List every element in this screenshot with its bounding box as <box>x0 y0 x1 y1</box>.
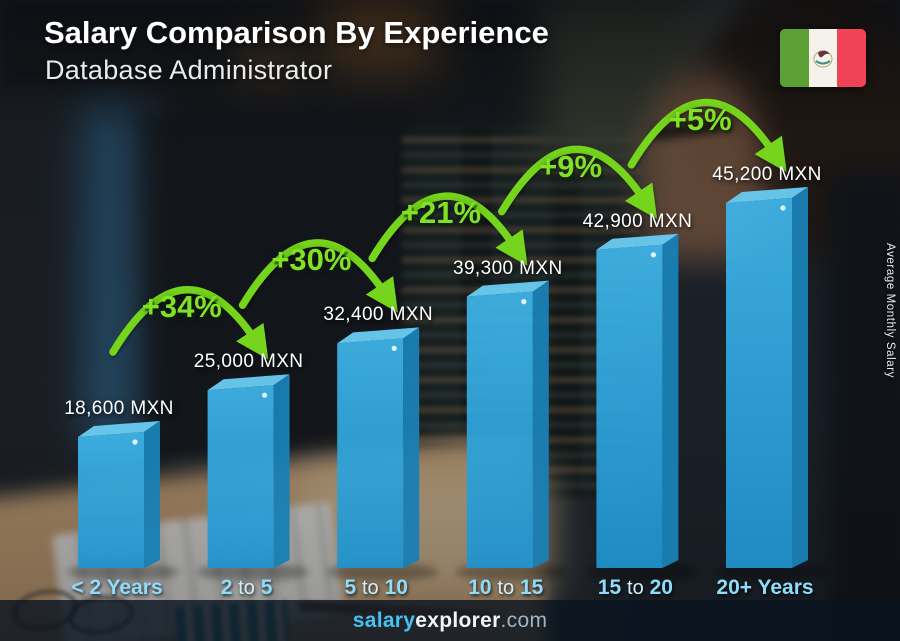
flag-red-stripe <box>837 29 866 87</box>
brand-explorer: explorer <box>415 608 501 632</box>
footer-bar: salaryexplorer.com <box>0 600 900 641</box>
flag-white-stripe <box>808 29 838 87</box>
mexico-flag-icon <box>780 29 866 87</box>
growth-arrow-2 <box>238 239 398 313</box>
footer-brand-link[interactable]: salaryexplorer.com <box>353 609 548 633</box>
header: Salary Comparison By Experience Database… <box>44 14 549 86</box>
bars-group <box>78 187 808 569</box>
growth-arrow-1 <box>109 285 269 360</box>
y-axis-label: Average Monthly Salary <box>884 243 896 379</box>
page-title: Salary Comparison By Experience <box>44 15 549 50</box>
brand-salary: salary <box>352 608 416 632</box>
bar-20+ Years <box>726 187 808 568</box>
flag-eagle-emblem-icon <box>813 50 833 68</box>
flag-green-stripe <box>780 29 809 87</box>
bar-10 to 15 <box>466 280 549 568</box>
bar-15 to 20 <box>596 233 679 569</box>
growth-arrow-3 <box>368 192 528 266</box>
bar-shadows <box>67 563 827 581</box>
bar-2 to 5 <box>207 374 290 568</box>
bar-< 2 Years <box>78 421 160 568</box>
bar-5 to 10 <box>337 327 420 568</box>
growth-arrow-4 <box>498 145 658 220</box>
brand-com: .com <box>500 608 548 632</box>
growth-arrows-group <box>109 98 787 360</box>
growth-arrow-5 <box>627 98 787 173</box>
page-subtitle: Database Administrator <box>45 55 333 85</box>
